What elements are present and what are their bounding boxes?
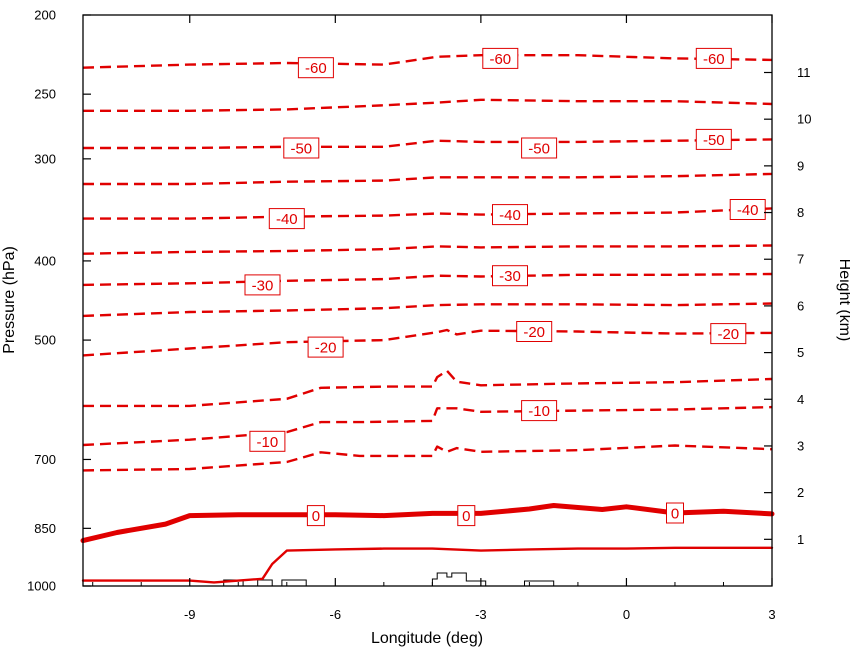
- contour-label: -50: [290, 141, 312, 158]
- contour-label-box: [457, 505, 476, 527]
- contour-line-minus45: [83, 172, 773, 186]
- y-tick-label: 200: [34, 8, 56, 23]
- contour-label-box: [492, 204, 528, 226]
- y2-tick-label: 4: [797, 392, 804, 407]
- contour-line-minus5: [82, 444, 773, 472]
- contour-line-minus35: [82, 244, 773, 255]
- contour-label-box: [521, 400, 558, 422]
- contour-label-box: [306, 505, 325, 527]
- contour-label-box: [283, 137, 320, 159]
- contour-label: -60: [305, 60, 327, 77]
- contour-label-box: [729, 199, 766, 220]
- contour-label: -20: [523, 324, 545, 341]
- contour-line-minus55: [83, 98, 773, 113]
- x-tick-label: -6: [330, 607, 342, 622]
- y-tick-label: 500: [34, 333, 56, 348]
- contour-line-minus25: [82, 302, 773, 318]
- x-axis-title: Longitude (deg): [371, 630, 483, 647]
- terrain-outline: [223, 572, 555, 587]
- x-tick-label: -3: [475, 607, 487, 622]
- y2-tick-label: 5: [797, 345, 804, 360]
- y2-tick-label: 11: [797, 65, 811, 80]
- y2-tick-label: 7: [797, 252, 804, 267]
- y-tick-label: 850: [34, 521, 56, 536]
- x-tick-label: -9: [184, 607, 196, 622]
- terrain-step-outline: [223, 572, 555, 587]
- contour-line-minus50: [83, 138, 773, 150]
- contour-label: -40: [499, 207, 521, 224]
- contour-label-box: [268, 208, 305, 230]
- y-tick-label: 700: [34, 452, 56, 467]
- contour-labels: -60 -60 -60 -50 -50 -50 -40 -40 -40 -30 -30 -20 -20 -…: [244, 47, 766, 527]
- x-tick-label: 0: [623, 607, 630, 622]
- y2-tick-label: 9: [797, 158, 804, 173]
- contour-label: -30: [252, 277, 274, 294]
- y-tick-label: 400: [34, 253, 56, 268]
- contour-line-minus60: [82, 54, 773, 69]
- contour-label-box: [521, 137, 558, 159]
- contour-label: -10: [257, 434, 279, 451]
- contour-line-minus30: [82, 272, 773, 287]
- y-tick-label: 1000: [27, 579, 56, 594]
- contour-label-box: [695, 47, 732, 69]
- contour-label-box: [666, 502, 684, 524]
- y-axis-title: Pressure (hPa): [1, 246, 18, 354]
- y2-tick-label: 10: [797, 112, 811, 127]
- contour-label: -60: [703, 51, 725, 68]
- contour-label: -50: [528, 141, 550, 158]
- contour-label: -60: [489, 51, 511, 68]
- y-tick-label: 300: [34, 151, 56, 166]
- y2-axis-title: Height (km): [836, 259, 850, 342]
- contour-line-5: [81, 546, 774, 584]
- contour-label: -10: [528, 403, 550, 420]
- contour-label-box: [710, 323, 747, 345]
- contour-label: 0: [462, 508, 470, 525]
- contour-label: -20: [717, 326, 739, 343]
- contour-line-0: [80, 503, 775, 544]
- plot-frame: [82, 14, 773, 587]
- y2-tick-label: 8: [797, 205, 804, 220]
- y2-tick-label: 1: [797, 532, 804, 547]
- contour-label: -20: [315, 340, 337, 357]
- contour-label: -40: [737, 202, 759, 219]
- temperature-contours: [80, 54, 775, 584]
- contour-label-box: [516, 321, 553, 342]
- axes: -9 -6 -3 0 320025030040050070085010001234567…: [27, 8, 811, 623]
- contour-label: 0: [312, 508, 320, 525]
- contour-label: -30: [499, 268, 521, 285]
- contour-label: -50: [703, 132, 725, 149]
- contour-label-box: [695, 128, 732, 150]
- x-tick-label: 3: [768, 607, 775, 622]
- contour-label-box: [297, 57, 334, 79]
- contour-label: -40: [276, 211, 298, 228]
- y2-tick-label: 3: [797, 438, 804, 453]
- contour-label-box: [307, 336, 344, 358]
- contour-label-box: [482, 47, 519, 69]
- contour-line-minus40: [83, 207, 773, 220]
- y2-tick-label: 2: [797, 485, 804, 500]
- contour-label: 0: [671, 506, 679, 523]
- y2-tick-label: 6: [797, 298, 804, 313]
- contour-label-box: [249, 430, 286, 452]
- y-tick-label: 250: [34, 87, 56, 102]
- contour-label-box: [492, 265, 528, 287]
- contour-label-box: [244, 274, 281, 296]
- contour-line-minus15: [83, 369, 773, 408]
- contour-line-minus20: [82, 328, 773, 357]
